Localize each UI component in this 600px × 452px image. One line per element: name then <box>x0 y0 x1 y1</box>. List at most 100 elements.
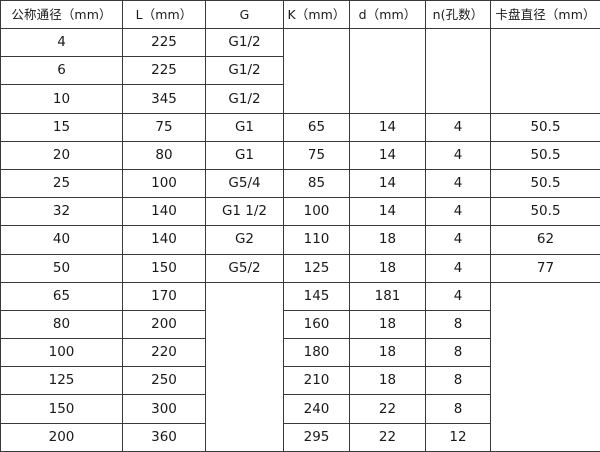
cell-hole-count: 4 <box>426 113 491 141</box>
cell-length: 345 <box>123 85 206 113</box>
cell-k: 180 <box>284 339 350 367</box>
cell-hole-count: 12 <box>426 423 491 451</box>
cell-length: 150 <box>123 254 206 282</box>
cell-hole-count: 4 <box>426 226 491 254</box>
cell-hole-count: 8 <box>426 395 491 423</box>
cell-thread: G2 <box>206 226 284 254</box>
cell-hole-count: 8 <box>426 339 491 367</box>
column-header-length: L（mm） <box>123 1 206 29</box>
cell-thread: G1 1/2 <box>206 198 284 226</box>
cell-nominal-diameter: 50 <box>1 254 123 282</box>
column-header-thread: G <box>206 1 284 29</box>
cell-chuck-diameter: 50.5 <box>491 113 600 141</box>
cell-chuck-diameter: 62 <box>491 226 600 254</box>
cell-length: 140 <box>123 226 206 254</box>
cell-nominal-diameter: 125 <box>1 367 123 395</box>
cell-length: 220 <box>123 339 206 367</box>
cell-d: 22 <box>350 395 426 423</box>
cell-length: 80 <box>123 141 206 169</box>
cell-nominal-diameter: 15 <box>1 113 123 141</box>
column-header-chuck-diameter: 卡盘直径（mm） <box>491 1 600 29</box>
cell-d: 18 <box>350 367 426 395</box>
cell-thread: G5/2 <box>206 254 284 282</box>
cell-thread: G1/2 <box>206 57 284 85</box>
cell-thread: G1 <box>206 113 284 141</box>
cell-d: 18 <box>350 254 426 282</box>
cell-nominal-diameter: 20 <box>1 141 123 169</box>
cell-length: 360 <box>123 423 206 451</box>
cell-nominal-diameter: 25 <box>1 169 123 197</box>
cell-d: 14 <box>350 141 426 169</box>
cell-d: 14 <box>350 198 426 226</box>
cell-d: 181 <box>350 282 426 310</box>
cell-k: 295 <box>284 423 350 451</box>
cell-chuck-diameter: 50.5 <box>491 198 600 226</box>
cell-length: 170 <box>123 282 206 310</box>
cell-chuck-diameter: 77 <box>491 254 600 282</box>
cell-hole-count: 4 <box>426 254 491 282</box>
cell-hole-count: 8 <box>426 367 491 395</box>
blank-merged-cell-chuck <box>491 282 600 451</box>
cell-k: 110 <box>284 226 350 254</box>
cell-nominal-diameter: 80 <box>1 310 123 338</box>
cell-d: 22 <box>350 423 426 451</box>
blank-merged-cell-k <box>284 29 350 114</box>
cell-length: 140 <box>123 198 206 226</box>
table-header: 公称通径（mm） L（mm） G K（mm） d（mm） n(孔数） 卡盘直径（… <box>1 1 600 29</box>
cell-d: 14 <box>350 113 426 141</box>
cell-length: 300 <box>123 395 206 423</box>
cell-k: 65 <box>284 113 350 141</box>
cell-chuck-diameter: 50.5 <box>491 169 600 197</box>
cell-nominal-diameter: 40 <box>1 226 123 254</box>
cell-k: 75 <box>284 141 350 169</box>
cell-nominal-diameter: 32 <box>1 198 123 226</box>
cell-nominal-diameter: 6 <box>1 57 123 85</box>
cell-nominal-diameter: 100 <box>1 339 123 367</box>
cell-length: 250 <box>123 367 206 395</box>
blank-merged-cell-n <box>426 29 491 114</box>
column-header-nominal-diameter: 公称通径（mm） <box>1 1 123 29</box>
cell-length: 225 <box>123 57 206 85</box>
cell-hole-count: 8 <box>426 310 491 338</box>
cell-thread: G1/2 <box>206 29 284 57</box>
cell-length: 100 <box>123 169 206 197</box>
column-header-k: K（mm） <box>284 1 350 29</box>
header-row: 公称通径（mm） L（mm） G K（mm） d（mm） n(孔数） 卡盘直径（… <box>1 1 600 29</box>
cell-hole-count: 4 <box>426 198 491 226</box>
cell-hole-count: 4 <box>426 169 491 197</box>
cell-k: 160 <box>284 310 350 338</box>
cell-k: 85 <box>284 169 350 197</box>
cell-length: 200 <box>123 310 206 338</box>
blank-merged-cell-chuck <box>491 29 600 114</box>
cell-thread: G1/2 <box>206 85 284 113</box>
column-header-hole-count: n(孔数） <box>426 1 491 29</box>
cell-nominal-diameter: 10 <box>1 85 123 113</box>
cell-d: 18 <box>350 310 426 338</box>
blank-merged-cell-g <box>206 282 284 451</box>
cell-length: 225 <box>123 29 206 57</box>
cell-k: 145 <box>284 282 350 310</box>
cell-nominal-diameter: 4 <box>1 29 123 57</box>
cell-length: 75 <box>123 113 206 141</box>
cell-d: 18 <box>350 226 426 254</box>
cell-k: 125 <box>284 254 350 282</box>
cell-k: 240 <box>284 395 350 423</box>
column-header-d: d（mm） <box>350 1 426 29</box>
cell-chuck-diameter: 50.5 <box>491 141 600 169</box>
cell-nominal-diameter: 200 <box>1 423 123 451</box>
cell-k: 210 <box>284 367 350 395</box>
cell-thread: G5/4 <box>206 169 284 197</box>
cell-d: 18 <box>350 339 426 367</box>
cell-hole-count: 4 <box>426 141 491 169</box>
cell-nominal-diameter: 150 <box>1 395 123 423</box>
